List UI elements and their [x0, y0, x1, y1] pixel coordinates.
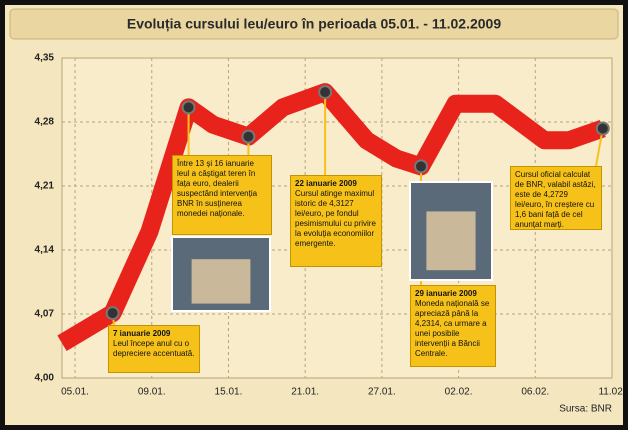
y-tick-label: 4,28: [35, 117, 55, 128]
x-tick-label: 11.02.: [598, 387, 625, 398]
x-tick-label: 09.01.: [138, 387, 166, 398]
y-tick-label: 4,14: [35, 245, 55, 256]
annotation-text: Cursul oficial calculat de BNR, valabil …: [515, 170, 595, 229]
y-tick-label: 4,00: [35, 373, 55, 384]
chart-title: Evoluția cursului leu/euro în perioada 0…: [127, 16, 501, 32]
chart: Evoluția cursului leu/euro în perioada 0…: [0, 0, 628, 430]
photo-detail: [192, 259, 251, 303]
annotation-text: Leul începe anul cu o depreciere accentu…: [113, 339, 194, 358]
x-tick-label: 15.01.: [215, 387, 243, 398]
annotation-box: Cursul oficial calculat de BNR, valabil …: [510, 166, 602, 230]
photo: [172, 237, 270, 311]
marker: [597, 122, 609, 134]
annotation: Între 13 și 16 ianuarie leul a câștigat …: [172, 155, 272, 235]
annotation-text: Între 13 și 16 ianuarie leul a câștigat …: [177, 159, 257, 218]
annotation: Cursul oficial calculat de BNR, valabil …: [510, 166, 602, 230]
annotation-heading: 29 ianuarie 2009: [415, 289, 491, 299]
x-tick-label: 06.02.: [521, 387, 549, 398]
x-tick-label: 02.02.: [445, 387, 473, 398]
photo: [410, 182, 492, 280]
annotation-heading: 22 ianuarie 2009: [295, 179, 377, 189]
photo-detail: [426, 211, 475, 270]
x-tick-label: 05.01.: [61, 387, 89, 398]
annotation-text: Cursul atinge maximul istoric de 4,3127 …: [295, 189, 376, 248]
y-tick-label: 4,21: [35, 181, 55, 192]
x-tick-label: 27.01.: [368, 387, 396, 398]
source: Sursa: BNR: [559, 404, 612, 415]
marker: [183, 101, 195, 113]
annotation-heading: 7 ianuarie 2009: [113, 329, 195, 339]
y-tick-label: 4,35: [35, 53, 55, 64]
marker: [415, 160, 427, 172]
marker: [107, 307, 119, 319]
marker: [242, 131, 254, 143]
y-tick-label: 4,07: [35, 309, 55, 320]
annotation-box: Între 13 și 16 ianuarie leul a câștigat …: [172, 155, 272, 235]
marker: [319, 86, 331, 98]
annotation-text: Moneda națională se apreciază până la 4,…: [415, 299, 489, 358]
x-tick-label: 21.01.: [291, 387, 319, 398]
